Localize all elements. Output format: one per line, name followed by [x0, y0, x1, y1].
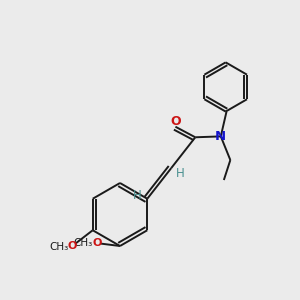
Text: O: O: [68, 241, 77, 251]
Text: O: O: [92, 238, 102, 248]
Text: CH₃: CH₃: [73, 238, 92, 248]
Text: CH₃: CH₃: [50, 242, 69, 252]
Text: N: N: [215, 130, 226, 143]
Text: H: H: [132, 189, 141, 202]
Text: O: O: [170, 115, 181, 128]
Text: H: H: [176, 167, 185, 180]
